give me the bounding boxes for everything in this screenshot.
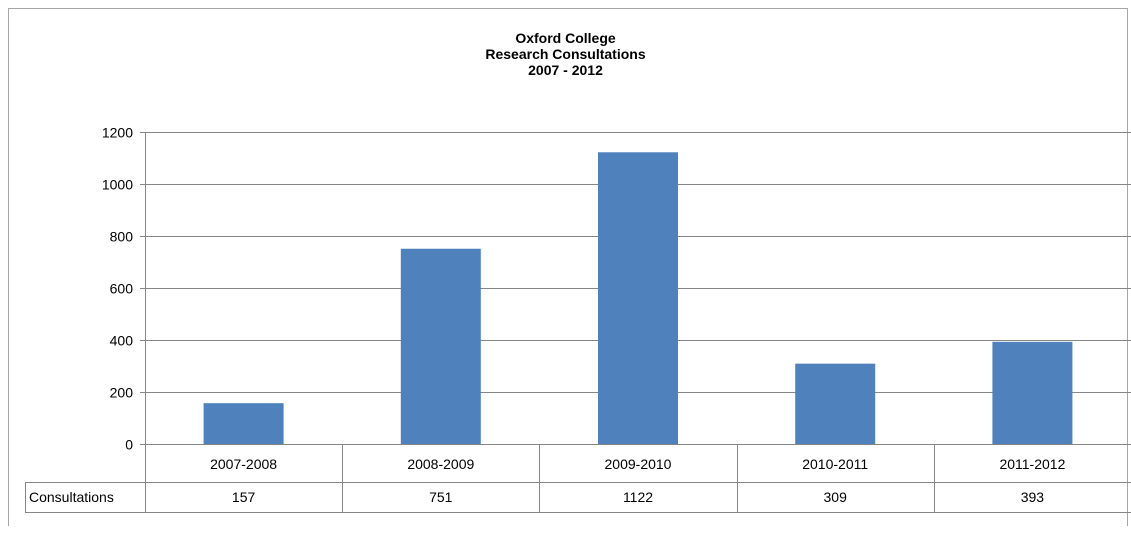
bar: [992, 341, 1073, 444]
y-tick-label: 0: [125, 437, 133, 453]
bars: [203, 152, 1073, 444]
y-tick-label: 600: [110, 281, 134, 297]
y-axis-ticks: 0 200 400 600 800 1000 1200: [102, 125, 133, 453]
table-value: 309: [824, 489, 848, 505]
chart-title-line-3: 2007 - 2012: [528, 62, 603, 78]
bar: [400, 248, 481, 444]
y-tick-label: 1200: [102, 125, 133, 141]
bar: [598, 152, 678, 444]
table-value: 393: [1021, 489, 1045, 505]
table-series-name: Consultations: [29, 489, 114, 505]
table-value: 1122: [623, 489, 653, 505]
y-tick-label: 800: [110, 229, 134, 245]
y-tick-label: 200: [110, 385, 134, 401]
x-category-label: 2011-2012: [999, 456, 1065, 472]
chart-title-line-1: Oxford College: [515, 30, 616, 46]
x-category-label: 2008-2009: [407, 456, 474, 472]
bar: [795, 363, 876, 444]
data-table: 2007-2008 2008-2009 2009-2010 2010-2011 2011…: [25, 444, 1131, 513]
y-tick-label: 400: [110, 333, 134, 349]
chart-frame: [8, 8, 1128, 526]
x-category-label: 2007-2008: [210, 456, 277, 472]
y-tick-label: 1000: [102, 177, 133, 193]
x-category-label: 2009-2010: [605, 456, 672, 472]
table-value: 751: [429, 489, 453, 505]
chart-title-line-2: Research Consultations: [485, 46, 646, 62]
x-category-label: 2010-2011: [802, 456, 868, 472]
table-value: 157: [232, 489, 256, 505]
bar: [203, 403, 284, 444]
